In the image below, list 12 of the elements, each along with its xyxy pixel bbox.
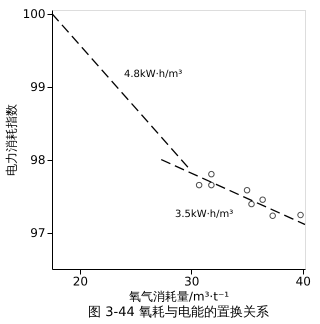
x-tick-label: 30 [184, 274, 200, 288]
x-tick-label: 40 [296, 274, 311, 288]
x-axis-title: 氧气消耗量/m³·t⁻¹ [128, 290, 230, 304]
y-tick-label: 98 [30, 153, 46, 168]
annotation: 4.8kW·h/m³ [124, 69, 182, 80]
y-axis-title: 电力消耗指数 [4, 104, 19, 176]
y-tick-label: 99 [30, 80, 46, 94]
y-tick-label: 100 [22, 7, 46, 22]
annotation: 3.5kW·h/m³ [175, 209, 234, 220]
x-tick-label: 20 [72, 274, 88, 288]
text: 图 3-44 氧耗与电能的置换关系 [88, 305, 269, 320]
y-tick-label: 97 [30, 226, 46, 240]
